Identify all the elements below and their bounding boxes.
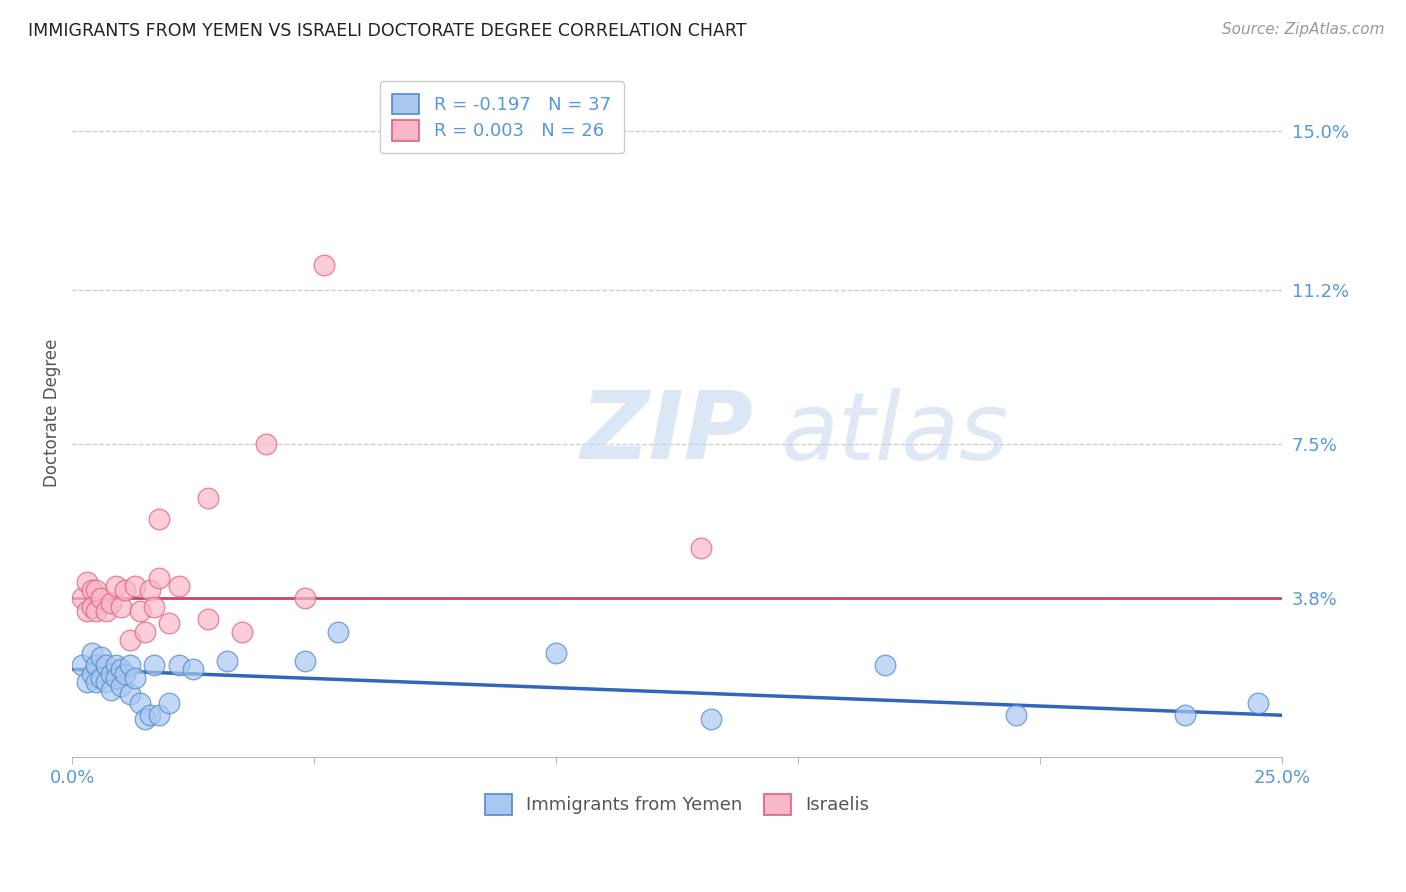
Point [254, 437, 277, 451]
Point [110, 599, 132, 614]
Point [86, 604, 108, 618]
Point [120, 633, 142, 648]
Point [157, 696, 180, 710]
Point [167, 579, 190, 593]
Point [1174, 708, 1197, 723]
Point [138, 583, 160, 598]
Point [86, 658, 108, 673]
Point [129, 604, 152, 618]
Point [76, 574, 98, 589]
Point [94, 674, 117, 689]
Point [700, 713, 723, 727]
Point [80, 599, 103, 614]
Point [70, 591, 93, 606]
Point [114, 583, 136, 598]
Point [94, 604, 117, 618]
Point [110, 662, 132, 676]
Point [100, 596, 122, 610]
Point [197, 612, 219, 626]
Point [143, 658, 166, 673]
Point [90, 591, 112, 606]
Point [148, 708, 170, 723]
Point [134, 624, 156, 639]
Point [148, 512, 170, 526]
Point [94, 658, 117, 673]
Point [86, 674, 108, 689]
Point [328, 624, 350, 639]
Point [1247, 696, 1270, 710]
Point [76, 674, 98, 689]
Point [546, 646, 568, 660]
Point [104, 658, 127, 673]
Point [114, 666, 136, 681]
Point [100, 683, 122, 698]
Point [197, 491, 219, 506]
Point [129, 696, 152, 710]
Point [124, 671, 146, 685]
Point [80, 583, 103, 598]
Point [875, 658, 897, 673]
Point [90, 649, 112, 664]
Point [104, 579, 127, 593]
Text: ZIP: ZIP [581, 387, 754, 479]
Point [80, 666, 103, 681]
Point [124, 579, 146, 593]
Point [134, 713, 156, 727]
Point [100, 666, 122, 681]
Point [120, 658, 142, 673]
Point [167, 658, 190, 673]
Point [148, 570, 170, 584]
Point [90, 671, 112, 685]
Text: Source: ZipAtlas.com: Source: ZipAtlas.com [1222, 22, 1385, 37]
Point [181, 662, 204, 676]
Point [294, 591, 316, 606]
Point [312, 258, 335, 272]
Text: IMMIGRANTS FROM YEMEN VS ISRAELI DOCTORATE DEGREE CORRELATION CHART: IMMIGRANTS FROM YEMEN VS ISRAELI DOCTORA… [28, 22, 747, 40]
Point [120, 687, 142, 701]
Legend: Immigrants from Yemen, Israelis: Immigrants from Yemen, Israelis [475, 785, 879, 823]
Point [138, 708, 160, 723]
Point [690, 541, 713, 556]
Point [104, 671, 127, 685]
Point [70, 658, 93, 673]
Point [86, 583, 108, 598]
Point [217, 654, 239, 668]
Point [1004, 708, 1026, 723]
Point [294, 654, 316, 668]
Text: atlas: atlas [780, 388, 1008, 479]
Point [110, 679, 132, 693]
Point [143, 599, 166, 614]
Point [80, 646, 103, 660]
Point [76, 604, 98, 618]
Point [231, 624, 253, 639]
Point [157, 616, 180, 631]
Y-axis label: Doctorate Degree: Doctorate Degree [44, 339, 60, 487]
